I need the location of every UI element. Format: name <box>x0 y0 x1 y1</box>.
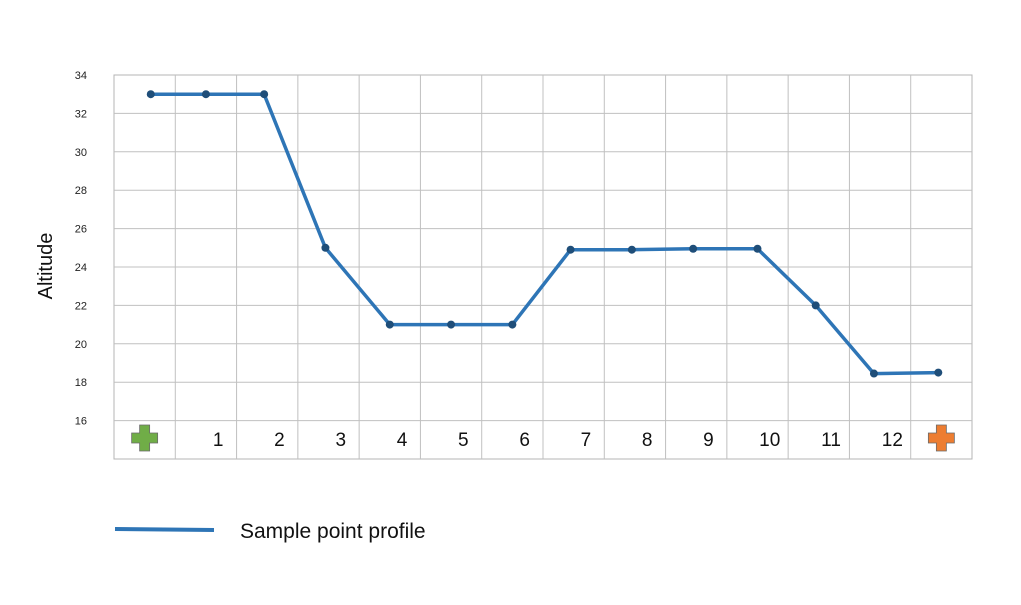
legend-line-swatch <box>114 527 215 532</box>
data-point <box>508 320 517 329</box>
legend: Sample point profile <box>114 520 426 543</box>
x-axis-labels: 1 2 3 4 5 6 7 8 9 10 11 12 <box>131 424 955 452</box>
x-tick-label: 10 <box>759 430 780 451</box>
y-axis-title: Altitude <box>35 233 57 300</box>
y-tick-label: 32 <box>75 108 87 120</box>
x-tick-label: 6 <box>519 430 530 451</box>
y-tick-label: 28 <box>75 185 87 197</box>
x-tick-label: 2 <box>274 430 285 451</box>
series-points <box>146 90 943 378</box>
data-point <box>753 244 762 253</box>
data-point <box>869 369 878 378</box>
green-plus-icon <box>131 424 159 452</box>
data-point <box>201 90 210 99</box>
data-point <box>447 320 456 329</box>
y-axis-ticks: 16 18 20 22 24 26 28 30 32 34 <box>75 70 87 428</box>
data-point <box>385 320 394 329</box>
y-tick-label: 24 <box>75 262 87 274</box>
x-tick-label: 9 <box>703 430 714 451</box>
y-tick-label: 26 <box>75 224 87 236</box>
series-lines <box>150 92 939 376</box>
x-tick-label: 1 <box>213 430 224 451</box>
series-line <box>150 92 939 376</box>
y-tick-label: 18 <box>75 377 87 389</box>
data-point <box>934 368 943 377</box>
x-tick-label: 8 <box>642 430 653 451</box>
x-tick-label: 7 <box>581 430 592 451</box>
x-tick-label: 3 <box>335 430 346 451</box>
data-point <box>566 245 575 254</box>
data-point <box>689 244 698 253</box>
data-point <box>627 245 636 254</box>
y-tick-label: 22 <box>75 300 87 312</box>
x-tick-label: 5 <box>458 430 469 451</box>
y-tick-label: 30 <box>75 147 87 159</box>
data-point <box>321 243 330 252</box>
x-tick-label: 12 <box>882 430 903 451</box>
x-tick-label: 11 <box>821 430 841 451</box>
x-tick-label: 4 <box>397 430 408 451</box>
data-point <box>811 301 820 310</box>
orange-plus-icon <box>927 424 955 452</box>
grid <box>113 74 973 460</box>
data-point <box>146 90 155 99</box>
data-point <box>260 90 269 99</box>
y-tick-label: 16 <box>75 416 87 428</box>
y-tick-label: 20 <box>75 339 87 351</box>
y-tick-label: 34 <box>75 70 87 82</box>
legend-label: Sample point profile <box>240 520 426 543</box>
